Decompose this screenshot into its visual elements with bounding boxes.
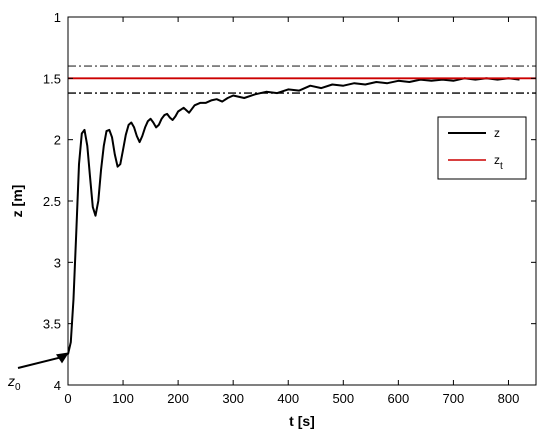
legend-box (437, 116, 527, 180)
legend-label-subscript: t (500, 161, 503, 172)
series-layer (67, 77, 536, 355)
x-tick-label: 200 (167, 391, 189, 406)
series-line-z (67, 77, 520, 355)
x-axis-label: t [s] (289, 413, 315, 429)
annotation-label: z0 (7, 373, 21, 393)
y-tick-label: 4 (54, 378, 61, 393)
x-tick-label: 800 (498, 391, 520, 406)
annotation-arrow-shaft (17, 356, 62, 369)
y-tick-label: 1.5 (43, 71, 61, 86)
y-axis-label: z [m] (9, 185, 25, 218)
y-tick-label: 2.5 (43, 194, 61, 209)
y-tick-label: 3.5 (43, 317, 61, 332)
legend-label-z: z (494, 126, 500, 140)
reference-lines (68, 65, 536, 94)
x-tick-label: 500 (332, 391, 354, 406)
x-tick-label: 400 (277, 391, 299, 406)
x-tick-label: 600 (388, 391, 410, 406)
legend-label-z-t: zt (494, 153, 503, 172)
y-tick-label: 2 (54, 133, 61, 148)
y-tick-label: 1 (54, 10, 61, 25)
x-axis: 0 100 200 300 400 500 600 700 800 (64, 17, 519, 406)
annotation-arrow-head (56, 352, 69, 364)
y-axis: 1 1.5 2 2.5 3 3.5 4 (43, 10, 536, 393)
x-tick-label: 300 (222, 391, 244, 406)
annotation-label-subscript: 0 (15, 382, 21, 393)
y-tick-label: 3 (54, 255, 61, 270)
plot-area-frame (67, 16, 537, 386)
x-tick-label: 700 (443, 391, 465, 406)
legend: z zt (437, 116, 527, 180)
x-tick-label: 100 (112, 391, 134, 406)
x-tick-label: 0 (64, 391, 71, 406)
